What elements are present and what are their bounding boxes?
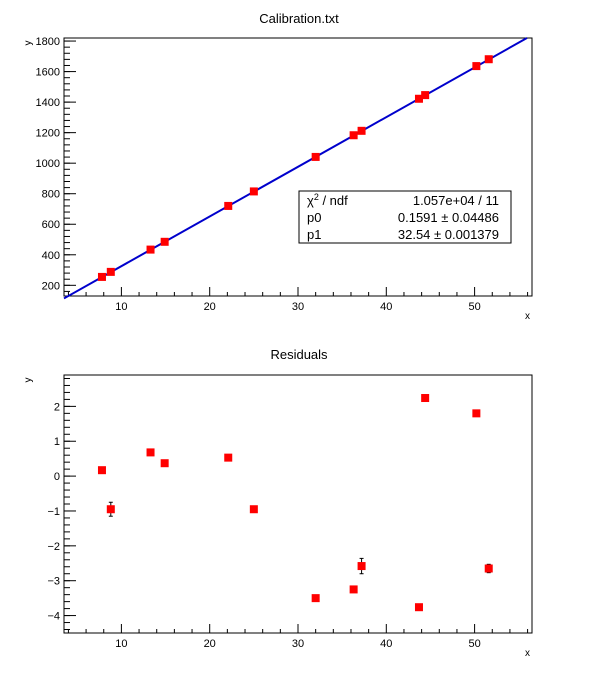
stats-row-value: 32.54 ± 0.001379 (398, 227, 499, 242)
calibration-y-tick-label: 1400 (36, 97, 60, 109)
calibration-data-point (421, 91, 430, 100)
calibration-y-tick-label: 1800 (36, 36, 60, 48)
calibration-y-tick-label: 1200 (36, 128, 60, 140)
stats-row-label: χ2 / ndf (307, 192, 348, 208)
calibration-x-tick-label: 50 (468, 301, 480, 313)
residuals-y-tick-label: 0 (54, 471, 60, 483)
calibration-y-tick-label: 800 (42, 189, 60, 201)
residuals-y-tick-label: −2 (47, 541, 60, 553)
calibration-data-point (484, 55, 493, 64)
residuals-x-tick-label: 40 (380, 638, 392, 650)
residuals-y-tick-label: 2 (54, 401, 60, 413)
residuals-data-point (146, 448, 155, 457)
stats-row-value: 0.1591 ± 0.04486 (398, 210, 499, 225)
calibration-y-tick-label: 400 (42, 250, 60, 262)
residuals-data-point (249, 505, 258, 514)
residuals-data-point (106, 505, 115, 514)
residuals-x-tick-label: 20 (204, 638, 216, 650)
residuals-x-tick-label: 10 (115, 638, 127, 650)
calibration-panel: Calibration.txt 10 20 30 40 5020040060080010… (23, 11, 533, 322)
calibration-y-tick-label: 1000 (36, 158, 60, 170)
stats-row-label: p0 (307, 210, 321, 225)
residuals-y-tick-label: −1 (47, 506, 60, 518)
fit-line (63, 37, 528, 300)
calibration-data-point (349, 131, 358, 140)
calibration-y-tick-label: 600 (42, 219, 60, 231)
stats-row-value: 1.057e+04 / 11 (413, 193, 499, 208)
calibration-plot-area: 10 20 30 40 50 200 400 600 800 1000 1200 1400 1600 18… (23, 36, 533, 322)
residuals-data-point (224, 453, 233, 462)
calibration-data-point (106, 267, 115, 276)
residuals-data-point (414, 603, 423, 612)
calibration-data-point (160, 237, 169, 246)
residuals-x-tick-label: 30 (292, 638, 304, 650)
residuals-title: Residuals (270, 347, 328, 362)
residuals-plot-area: 10 20 30 40 50 −4 −3 −2 −1 0 1 2 x y (23, 374, 533, 659)
residuals-data-point (160, 459, 169, 468)
residuals-x-tick-label: 50 (468, 638, 480, 650)
residuals-y-tick-label: 1 (54, 436, 60, 448)
residuals-panel: Residuals 10 20 30 40 50 −4 −3 −2 −1 0 1 2 x y (23, 347, 533, 659)
calibration-x-tick-label: 40 (380, 301, 392, 313)
residuals-data-point (357, 562, 366, 571)
residuals-x-axis-label: x (525, 648, 530, 659)
calibration-data-point (146, 245, 155, 254)
residuals-data-point (472, 409, 481, 418)
residuals-y-axis-label: y (23, 378, 34, 383)
calibration-data-point (414, 94, 423, 103)
calibration-data-point (224, 201, 233, 210)
calibration-y-tick-label: 1600 (36, 67, 60, 79)
calibration-y-axis-label: y (23, 41, 34, 46)
fit-stats-box: χ2 / ndf 1.057e+04 / 11 p0 0.1591 ± 0.04486… (298, 190, 512, 244)
calibration-x-axis-label: x (525, 311, 530, 322)
residuals-data-point (484, 564, 493, 573)
calibration-x-tick-label: 10 (115, 301, 127, 313)
residuals-data-point (421, 394, 430, 403)
calibration-data-point (311, 152, 320, 161)
calibration-data-point (472, 62, 481, 71)
stats-box-frame (298, 190, 512, 244)
residuals-data-point (311, 594, 320, 603)
calibration-x-tick-label: 30 (292, 301, 304, 313)
stats-row-label: p1 (307, 227, 321, 242)
calibration-x-tick-label: 20 (204, 301, 216, 313)
calibration-data-point (97, 272, 106, 281)
residuals-data-point (97, 466, 106, 475)
calibration-y-tick-label: 200 (42, 280, 60, 292)
calibration-data-point (357, 126, 366, 135)
residuals-y-tick-label: −4 (47, 611, 60, 623)
residuals-y-tick-label: −3 (47, 576, 60, 588)
calibration-title: Calibration.txt (259, 11, 339, 26)
residuals-frame (63, 374, 533, 634)
calibration-data-point (249, 187, 258, 196)
residuals-data-point (349, 585, 358, 594)
